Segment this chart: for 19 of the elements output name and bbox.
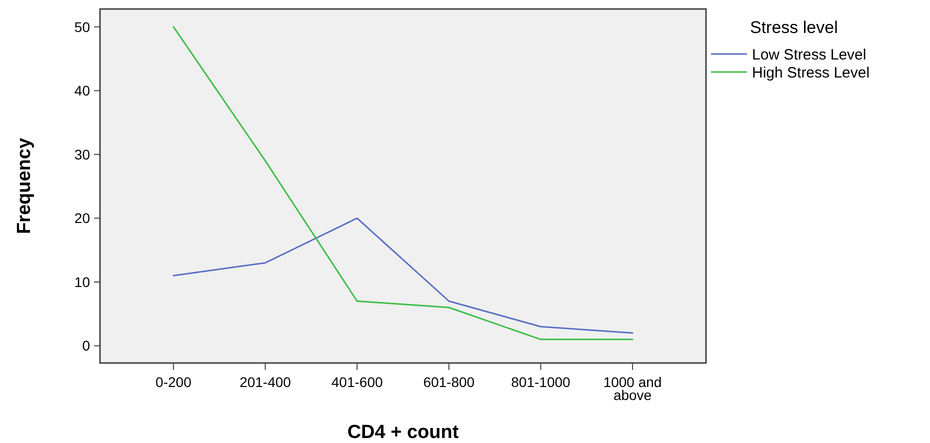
y-tick-label: 10 xyxy=(74,274,90,290)
y-tick-label: 20 xyxy=(74,210,90,226)
y-tick-label: 30 xyxy=(74,146,90,162)
x-tick-label: 601-800 xyxy=(423,374,475,390)
y-tick-label: 50 xyxy=(74,18,90,35)
legend-label: Low Stress Level xyxy=(752,46,866,64)
legend-label: High Stress Level xyxy=(752,64,870,82)
x-tick-label: 801-1000 xyxy=(511,374,571,390)
x-tick-label: 0-200 xyxy=(156,374,192,390)
x-tick-label: 401-600 xyxy=(331,374,383,390)
line-series xyxy=(172,217,634,334)
line-series xyxy=(172,26,634,340)
x-axis-title: CD4 + count xyxy=(347,422,460,443)
legend-title: Stress level xyxy=(750,18,838,37)
y-axis-title: Frequency xyxy=(14,138,35,234)
x-tick-label: 1000 and above xyxy=(603,374,662,403)
y-tick-label: 40 xyxy=(74,82,90,99)
y-tick-label: 0 xyxy=(82,338,90,354)
x-tick-label: 201-400 xyxy=(240,374,292,390)
